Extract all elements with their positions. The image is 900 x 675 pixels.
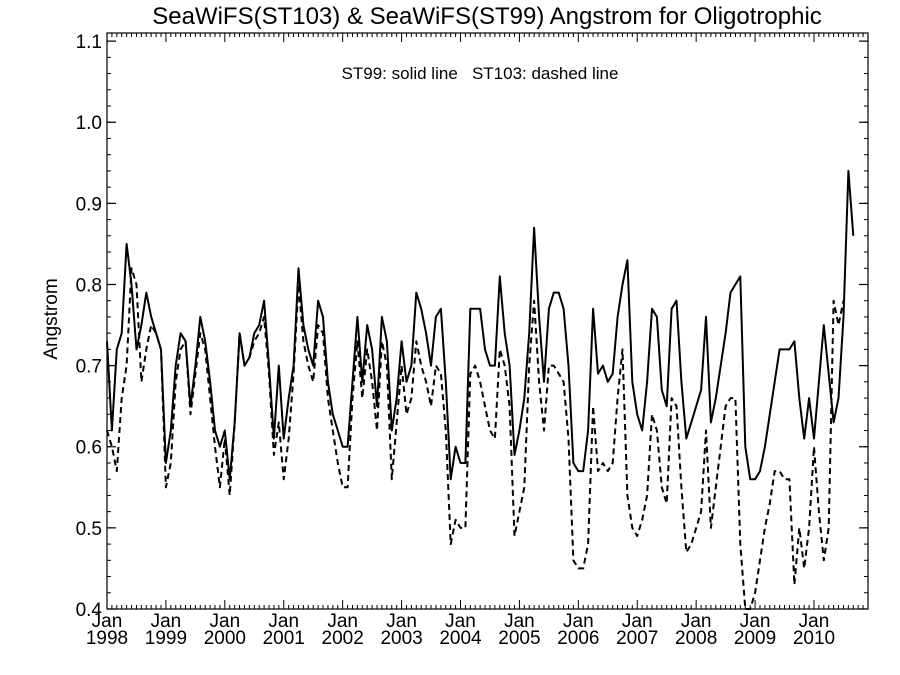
y-axis-label: Angstrom — [41, 278, 62, 359]
x-tick-label-month: Jan — [681, 611, 712, 632]
y-tick-label: 0.6 — [76, 438, 102, 459]
x-tick-label-month: Jan — [622, 611, 653, 632]
y-axis: 0.4 0.5 0.6 0.7 0.8 0.9 1.0 1.1 — [76, 32, 868, 621]
y-tick-label: 0.9 — [76, 194, 102, 215]
x-tick-label-year: 2001 — [263, 628, 305, 649]
x-tick-label-year: 2005 — [498, 628, 540, 649]
x-tick-label-year: 2002 — [322, 628, 364, 649]
x-tick-label-month: Jan — [799, 611, 830, 632]
x-tick-label-month: Jan — [563, 611, 594, 632]
x-tick-label-year: 2003 — [380, 628, 422, 649]
y-tick-label: 0.5 — [76, 519, 102, 540]
y-tick-label: 0.7 — [76, 357, 102, 378]
x-tick-label-month: Jan — [504, 611, 535, 632]
x-tick-label-month: Jan — [327, 611, 358, 632]
series-line-st99 — [106, 169, 855, 481]
x-tick-label-year: 1999 — [145, 628, 187, 649]
x-tick-label-month: Jan — [92, 611, 123, 632]
series-line-st103 — [106, 267, 845, 610]
x-tick-label-month: Jan — [268, 611, 299, 632]
y-tick-label: 1.1 — [76, 32, 102, 53]
x-tick-label-year: 2004 — [439, 628, 482, 649]
x-tick-label-month: Jan — [151, 611, 182, 632]
y-tick-label: 0.8 — [76, 275, 102, 296]
x-tick-label-year: 2009 — [734, 628, 776, 649]
x-tick-label-year: 2006 — [557, 628, 599, 649]
x-tick-label-year: 2008 — [675, 628, 717, 649]
x-tick-label-month: Jan — [210, 611, 241, 632]
x-axis: Jan1998Jan1999Jan2000Jan2001Jan2002Jan20… — [86, 33, 869, 649]
chart-title: SeaWiFS(ST103) & SeaWiFS(ST99) Angstrom … — [152, 3, 822, 30]
y-tick-label: 0.4 — [76, 600, 103, 621]
series-lines — [106, 169, 855, 610]
x-tick-label-month: Jan — [445, 611, 476, 632]
x-tick-label-month: Jan — [386, 611, 417, 632]
legend-annotation: ST99: solid line ST103: dashed line — [342, 64, 619, 83]
x-tick-label-year: 1998 — [86, 628, 128, 649]
y-tick-label: 1.0 — [76, 113, 102, 134]
plot-area: 0.40.50.60.70.80.91.01.1 Jan1998Jan1999J… — [76, 32, 869, 649]
x-tick-label-year: 2000 — [204, 628, 246, 649]
x-tick-label-month: Jan — [740, 611, 771, 632]
plot-frame — [106, 32, 869, 610]
x-tick-label-year: 2007 — [616, 628, 658, 649]
x-tick-label-year: 2010 — [793, 628, 835, 649]
